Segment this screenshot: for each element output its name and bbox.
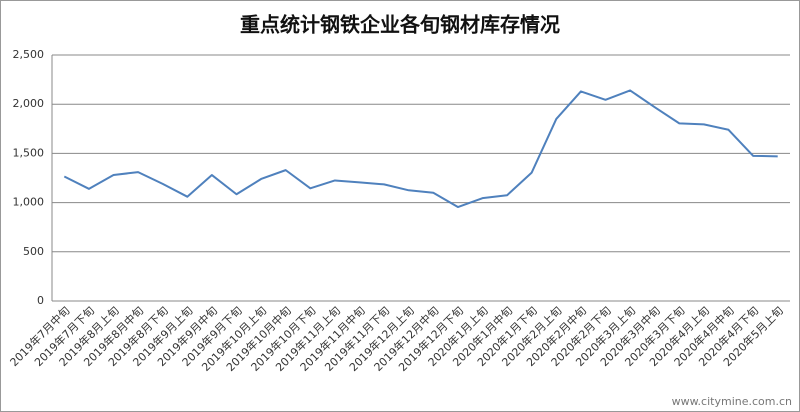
line-series	[63, 89, 778, 209]
y-tick-label: 500	[23, 245, 44, 258]
y-tick-label: 2,500	[13, 48, 45, 61]
y-tick-label: 1,500	[13, 146, 45, 159]
chart-title: 重点统计钢铁企业各旬钢材库存情况	[240, 13, 560, 37]
y-tick-label: 1,000	[13, 196, 45, 209]
watermark: www.citymine.com.cn	[672, 395, 792, 408]
y-tick-label: 2,000	[13, 97, 45, 110]
y-tick-label: 0	[37, 294, 44, 307]
